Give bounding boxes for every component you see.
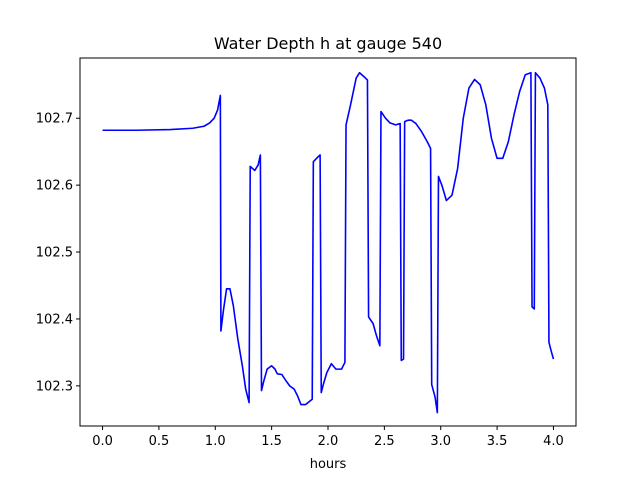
x-tick-label: 2.5 <box>374 434 395 449</box>
y-axis-ticks: 102.3 102.4 102.5 102.6 102.7 <box>36 112 80 394</box>
series-layer <box>102 71 555 414</box>
x-tick-label: 3.5 <box>487 434 508 449</box>
y-tick-label: 102.3 <box>36 379 73 394</box>
y-tick-label: 102.7 <box>36 112 73 127</box>
x-tick-label: 3.0 <box>430 434 451 449</box>
x-tick-label: 1.5 <box>261 434 282 449</box>
y-tick-label: 102.6 <box>36 179 73 194</box>
y-tick-label: 102.4 <box>36 312 73 327</box>
x-tick-label: 0.0 <box>92 434 113 449</box>
plot-frame <box>79 57 577 427</box>
x-tick-label: 4.0 <box>543 434 564 449</box>
chart-title: Water Depth h at gauge 540 <box>214 34 442 53</box>
x-tick-label: 0.5 <box>149 434 170 449</box>
x-tick-label: 1.0 <box>205 434 226 449</box>
x-tick-label: 2.0 <box>318 434 339 449</box>
series-line-1 <box>102 71 555 414</box>
x-axis-label: hours <box>310 457 347 472</box>
x-axis-ticks: 0.0 0.5 1.0 1.5 2.0 2.5 3.0 3.5 4.0 <box>92 426 564 449</box>
y-tick-label: 102.5 <box>36 246 73 261</box>
